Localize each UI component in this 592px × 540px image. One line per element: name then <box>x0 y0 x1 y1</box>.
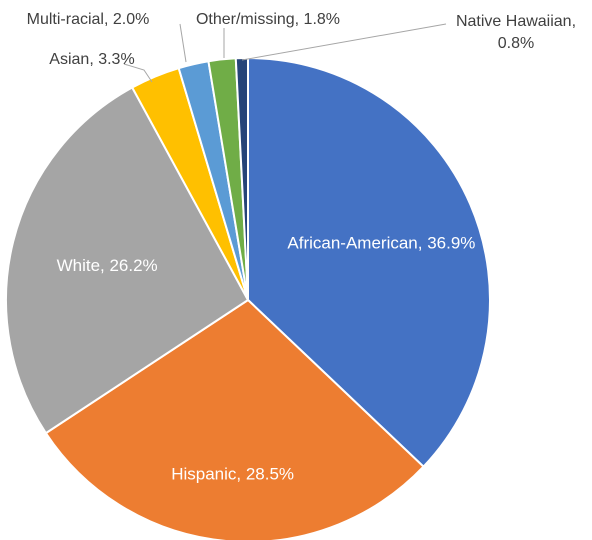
slice-labels: African-American, 36.9% Hispanic, 28.5% Wh… <box>27 11 576 484</box>
slice-label-multi-racial: Multi-racial, 2.0% <box>27 11 150 28</box>
leader-line-native-hawaiian <box>241 23 447 61</box>
leader-lines <box>123 23 447 83</box>
slice-label-other-missing: Other/missing, 1.8% <box>196 11 340 28</box>
slice-label-african-american: African-American, 36.9% <box>287 234 475 253</box>
slice-label-white: White, 26.2% <box>57 256 158 275</box>
pie-slice-native-hawaiian <box>234 56 249 301</box>
slice-label-native-hawaiian: Native Hawaiian, 0.8% <box>456 13 576 52</box>
leader-line-asian <box>123 63 153 83</box>
slice-label-hispanic: Hispanic, 28.5% <box>171 465 294 484</box>
slice-label-asian: Asian, 3.3% <box>49 51 134 68</box>
pie-slices <box>5 56 491 540</box>
leader-line-multi-racial <box>179 23 187 63</box>
pie-slice-african-american <box>247 56 491 469</box>
pie-slice-hispanic <box>44 298 425 540</box>
pie-slice-white <box>5 86 250 435</box>
